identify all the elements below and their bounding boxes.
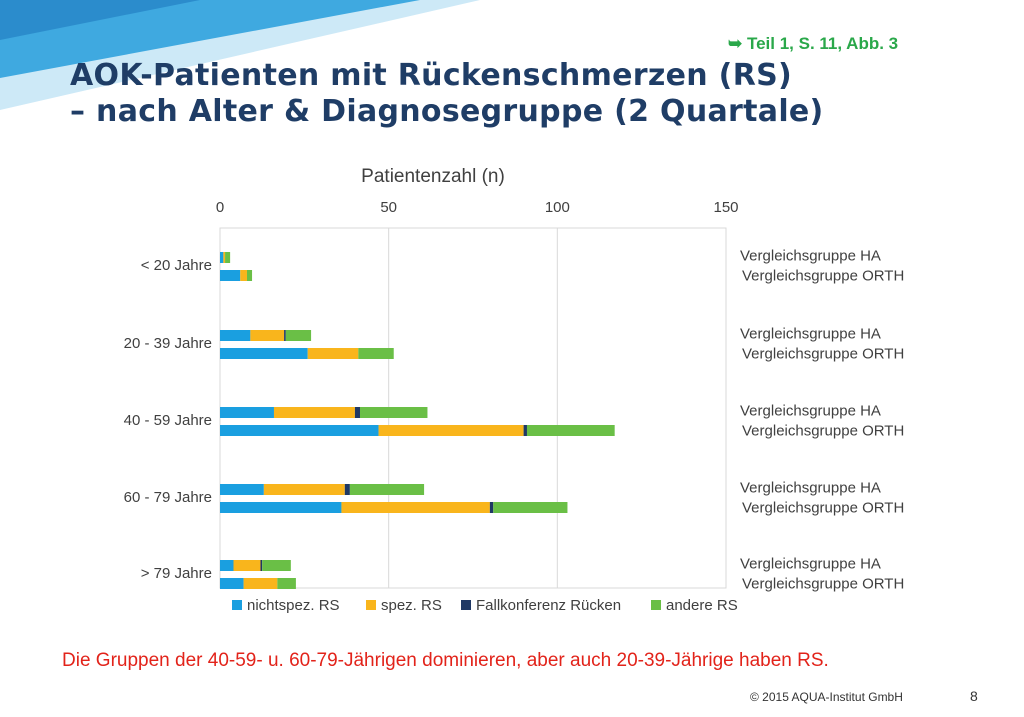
bar-segment — [284, 330, 286, 341]
group-label: > 79 Jahre — [141, 565, 212, 582]
bar-segment — [220, 425, 379, 436]
bar-category-label: Vergleichsgruppe HA — [740, 403, 881, 420]
bar-category-label: Vergleichsgruppe HA — [740, 248, 881, 265]
bar-segment — [354, 407, 360, 418]
bar-category-label: Vergleichsgruppe ORTH — [742, 500, 904, 517]
bar-category-label: Vergleichsgruppe HA — [740, 326, 881, 343]
bar-segment — [523, 425, 527, 436]
bar-segment — [493, 502, 568, 513]
bar-segment — [220, 502, 342, 513]
page-number: 8 — [970, 688, 978, 704]
bar-segment — [225, 252, 231, 263]
legend-label: nichtspez. RS — [247, 597, 340, 614]
bar-category-label: Vergleichsgruppe HA — [740, 556, 881, 573]
copyright-text: © 2015 AQUA-Institut GmbH — [750, 690, 903, 704]
bar-segment — [341, 502, 490, 513]
bar-segment — [220, 330, 251, 341]
corner-dark-stripe — [0, 0, 200, 40]
legend-label: andere RS — [666, 597, 738, 614]
legend-swatch — [461, 600, 471, 610]
group-label: 60 - 79 Jahre — [124, 489, 212, 506]
group-label: 40 - 59 Jahre — [124, 412, 212, 429]
group-label: 20 - 39 Jahre — [124, 335, 212, 352]
bar-segment — [526, 425, 615, 436]
bar-category-label: Vergleichsgruppe ORTH — [742, 576, 904, 593]
bar-segment — [285, 330, 312, 341]
group-label: < 20 Jahre — [141, 257, 212, 274]
bar-segment — [220, 270, 241, 281]
bar-segment — [243, 578, 278, 589]
bar-segment — [358, 348, 394, 359]
bar-category-label: Vergleichsgruppe HA — [740, 480, 881, 497]
legend-swatch — [651, 600, 661, 610]
bar-segment — [246, 270, 253, 281]
bar-category-label: Vergleichsgruppe ORTH — [742, 346, 904, 363]
slide-title: AOK-Patienten mit Rückenschmerzen (RS) –… — [70, 58, 824, 130]
x-tick-label-100: 100 — [545, 199, 570, 216]
legend-label: spez. RS — [381, 597, 442, 614]
title-line-1: AOK-Patienten mit Rückenschmerzen (RS) — [70, 58, 793, 93]
bar-segment — [263, 484, 345, 495]
reference-note: ➥ Teil 1, S. 11, Abb. 3 — [728, 34, 899, 53]
x-tick-label-0: 0 — [216, 199, 224, 216]
bar-segment — [260, 560, 263, 571]
title-line-2: – nach Alter & Diagnosegruppe (2 Quartal… — [70, 94, 824, 129]
bar-segment — [489, 502, 494, 513]
bar-segment — [349, 484, 425, 495]
bar-segment — [220, 578, 244, 589]
slide-caption: Die Gruppen der 40-59- u. 60-79-Jährigen… — [62, 650, 829, 671]
legend-swatch — [366, 600, 376, 610]
x-tick-label-150: 150 — [713, 199, 738, 216]
bar-segment — [220, 484, 264, 495]
stacked-bar-chart: Patientenzahl (n) 0 50 100 150 < 20 Jahre Verg… — [124, 166, 905, 614]
bar-segment — [307, 348, 359, 359]
bar-segment — [233, 560, 261, 571]
bar-category-label: Vergleichsgruppe ORTH — [742, 423, 904, 440]
bar-category-label: Vergleichsgruppe ORTH — [742, 268, 904, 285]
bar-segment — [344, 484, 350, 495]
bar-segment — [378, 425, 524, 436]
x-tick-label-50: 50 — [380, 199, 397, 216]
bar-segment — [220, 252, 224, 263]
bar-segment — [250, 330, 285, 341]
corner-decoration — [0, 0, 480, 110]
axis-title: Patientenzahl (n) — [361, 166, 505, 187]
bar-segment — [359, 407, 428, 418]
bar-segment — [220, 560, 234, 571]
bar-segment — [220, 348, 308, 359]
corner-blue-stripe — [0, 0, 420, 78]
bar-segment — [277, 578, 296, 589]
bar-segment — [223, 252, 226, 263]
bar-segment — [262, 560, 291, 571]
bar-segment — [273, 407, 355, 418]
legend-label: Fallkonferenz Rücken — [476, 597, 621, 614]
bar-segment — [220, 407, 274, 418]
legend-swatch — [232, 600, 242, 610]
bar-segment — [240, 270, 247, 281]
